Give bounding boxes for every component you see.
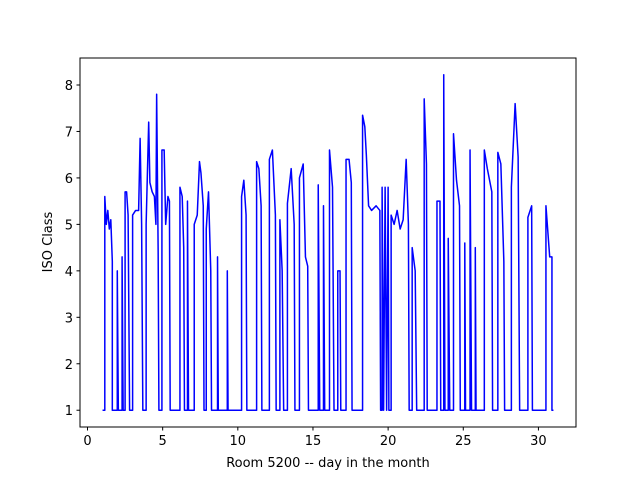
x-tick-label: 15 [305,434,322,449]
x-tick-label: 25 [455,434,472,449]
data-line [102,74,554,411]
y-tick-label: 6 [65,172,73,187]
y-tick-label: 8 [65,79,73,94]
y-tick-label: 5 [65,218,73,233]
y-tick-label: 4 [65,265,73,280]
x-tick-label: 20 [380,434,397,449]
plot-frame [79,57,577,428]
y-axis-label: ISO Class [41,211,56,272]
x-axis-label: Room 5200 -- day in the month [226,456,430,471]
x-tick-label: 0 [83,434,91,449]
x-tick-label: 5 [159,434,167,449]
x-tick-label: 30 [530,434,547,449]
y-tick-label: 7 [65,125,73,140]
x-tick-label: 10 [230,434,247,449]
y-tick-label: 3 [65,311,73,326]
y-tick-label: 1 [65,404,73,419]
y-tick-label: 2 [65,358,73,373]
